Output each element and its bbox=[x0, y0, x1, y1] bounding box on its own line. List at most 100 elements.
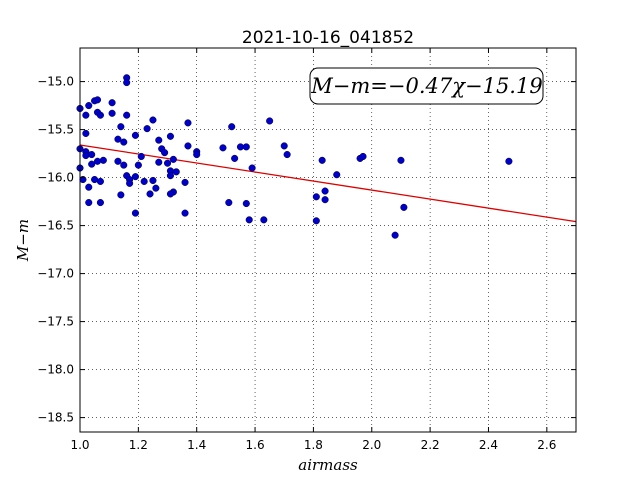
data-points bbox=[76, 74, 513, 239]
data-point bbox=[181, 178, 189, 186]
data-point bbox=[155, 136, 163, 144]
data-point bbox=[93, 157, 102, 165]
x-tick-label: 1.4 bbox=[187, 438, 206, 452]
data-point bbox=[245, 216, 253, 224]
data-point bbox=[397, 156, 405, 164]
data-point bbox=[131, 173, 139, 181]
data-point bbox=[400, 203, 408, 211]
fit-equation-annotation: M−m=−0.47χ−15.19 bbox=[309, 67, 544, 105]
data-point bbox=[280, 142, 288, 150]
data-point bbox=[88, 151, 96, 159]
axis-ticks: 1.0 1.2 1.4 1.6 1.8 2.0 2.2 2.4 2.6 −15.0 −15.5 −16… bbox=[37, 48, 576, 452]
x-tick-label: 1.0 bbox=[70, 438, 89, 452]
data-point bbox=[114, 157, 122, 165]
data-point bbox=[114, 135, 122, 143]
data-point bbox=[85, 102, 93, 110]
data-point bbox=[131, 131, 139, 139]
chart-title: 2021-10-16_041852 bbox=[242, 28, 414, 48]
data-point bbox=[149, 116, 157, 124]
data-point bbox=[140, 177, 148, 185]
data-point bbox=[88, 160, 96, 168]
data-point bbox=[99, 156, 107, 164]
annotation-box bbox=[309, 67, 544, 105]
x-tick-label: 1.2 bbox=[129, 438, 148, 452]
x-tick-label: 1.8 bbox=[304, 438, 323, 452]
data-point bbox=[137, 152, 145, 161]
data-point bbox=[108, 99, 116, 107]
data-point bbox=[248, 164, 256, 172]
data-point bbox=[117, 123, 125, 131]
fit-layer bbox=[79, 144, 577, 223]
data-point bbox=[123, 111, 131, 119]
data-point bbox=[96, 199, 104, 207]
plot-frame bbox=[79, 47, 577, 433]
data-point bbox=[242, 199, 250, 208]
data-point bbox=[260, 216, 268, 224]
data-point bbox=[117, 191, 125, 199]
data-point bbox=[333, 171, 341, 179]
data-point bbox=[321, 187, 329, 195]
y-tick-label: −18.5 bbox=[37, 411, 74, 425]
data-point bbox=[96, 111, 104, 119]
data-point bbox=[166, 190, 174, 198]
data-point bbox=[120, 161, 128, 169]
data-point bbox=[155, 158, 163, 166]
data-point bbox=[184, 119, 192, 127]
fit-line bbox=[79, 144, 577, 223]
grid bbox=[79, 48, 576, 432]
data-point bbox=[312, 217, 320, 225]
y-tick-label: −17.5 bbox=[37, 315, 74, 329]
data-point bbox=[359, 152, 367, 161]
data-point bbox=[318, 156, 326, 164]
annotation-text: M−m=−0.47χ−15.19 bbox=[310, 74, 542, 98]
data-point bbox=[242, 143, 250, 151]
data-point bbox=[123, 79, 131, 87]
data-point bbox=[231, 154, 239, 162]
data-point bbox=[163, 159, 172, 167]
data-point bbox=[82, 129, 90, 137]
data-point bbox=[225, 199, 233, 207]
data-point bbox=[134, 161, 142, 169]
x-tick-label: 2.2 bbox=[421, 438, 440, 452]
data-point bbox=[228, 123, 236, 131]
data-point bbox=[161, 149, 169, 157]
data-point bbox=[146, 190, 154, 198]
y-axis-label: M−m bbox=[14, 219, 32, 262]
data-point bbox=[149, 176, 157, 185]
data-point bbox=[131, 209, 139, 217]
data-point bbox=[266, 117, 274, 125]
y-tick-label: −17.0 bbox=[37, 267, 74, 281]
data-point bbox=[193, 151, 201, 159]
x-tick-label: 2.0 bbox=[362, 438, 381, 452]
data-point bbox=[82, 111, 90, 119]
data-point bbox=[169, 155, 177, 163]
data-point bbox=[172, 168, 180, 176]
data-point bbox=[96, 177, 104, 185]
x-tick-label: 2.6 bbox=[537, 438, 556, 452]
data-point bbox=[143, 125, 151, 133]
y-tick-label: −15.5 bbox=[37, 123, 74, 137]
data-point bbox=[82, 151, 90, 160]
x-tick-label: 1.6 bbox=[246, 438, 265, 452]
x-tick-label: 2.4 bbox=[479, 438, 498, 452]
data-point bbox=[181, 209, 189, 217]
data-point bbox=[184, 142, 192, 150]
data-point bbox=[219, 144, 227, 152]
data-point bbox=[505, 157, 513, 165]
data-point bbox=[166, 172, 174, 180]
data-point bbox=[85, 183, 93, 191]
y-tick-label: −16.0 bbox=[37, 171, 74, 185]
data-point bbox=[321, 196, 329, 204]
y-tick-label: −15.0 bbox=[37, 75, 74, 89]
data-point bbox=[126, 179, 134, 187]
y-tick-label: −16.5 bbox=[37, 219, 74, 233]
data-point bbox=[283, 151, 291, 159]
data-point bbox=[93, 96, 102, 104]
y-tick-label: −18.0 bbox=[37, 363, 74, 377]
data-point bbox=[391, 231, 399, 239]
data-point bbox=[108, 109, 116, 117]
data-point bbox=[166, 132, 174, 140]
data-point bbox=[85, 199, 93, 207]
data-point bbox=[152, 184, 160, 192]
